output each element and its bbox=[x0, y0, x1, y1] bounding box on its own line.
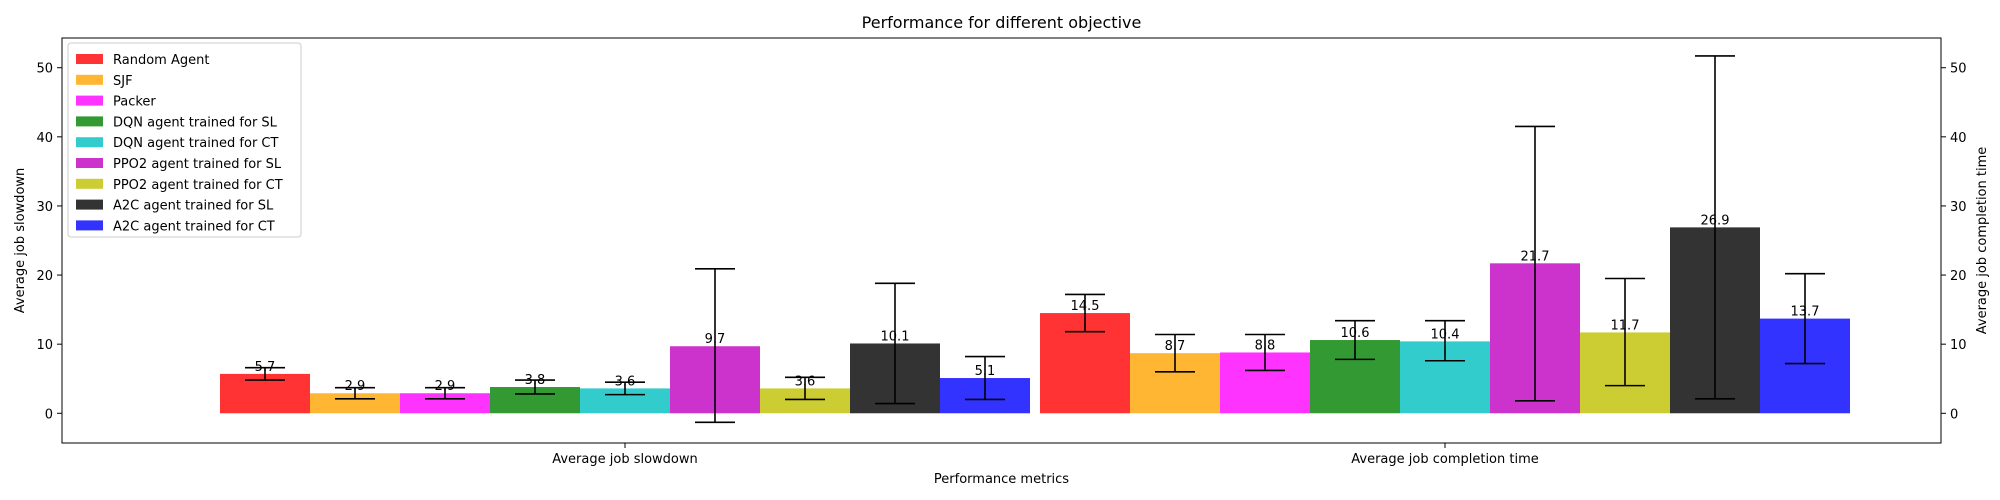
y-tick-label-left: 30 bbox=[36, 200, 53, 215]
y-tick-label-left: 20 bbox=[36, 269, 53, 284]
y-axis-label-left: Average job slowdown bbox=[13, 168, 28, 314]
value-label-a2c-agent-trained-for-ct-0: 5.1 bbox=[975, 364, 996, 379]
errorbars-layer bbox=[245, 55, 1825, 424]
legend-box bbox=[67, 42, 302, 238]
legend: Random Agent SJF Packer DQN agent trained f… bbox=[67, 42, 302, 238]
legend-label-ppo2-agent-trained-for-sl: PPO2 agent trained for SL bbox=[113, 157, 282, 172]
value-label-sjf-0: 2.9 bbox=[345, 379, 366, 394]
y-tick-label-left: 50 bbox=[36, 62, 53, 77]
value-label-random-agent-0: 5.7 bbox=[255, 360, 276, 375]
y-tick-label-right: 50 bbox=[1950, 62, 1967, 77]
x-axis-label: Performance metrics bbox=[934, 472, 1069, 487]
value-labels-layer: 5.7 14.5 2.9 8.7 2.9 8.8 3.8 10.6 3.6 10.4 9.7 21.7… bbox=[255, 213, 1820, 394]
value-label-a2c-agent-trained-for-sl-1: 26.9 bbox=[1701, 213, 1730, 228]
legend-label-random-agent: Random Agent bbox=[113, 53, 209, 68]
legend-label-ppo2-agent-trained-for-ct: PPO2 agent trained for CT bbox=[113, 178, 283, 193]
value-label-packer-0: 2.9 bbox=[435, 379, 456, 394]
y-axis-left: 0 10 20 30 40 50 bbox=[36, 62, 62, 422]
value-label-sjf-1: 8.7 bbox=[1165, 339, 1186, 354]
legend-label-packer: Packer bbox=[113, 95, 156, 110]
y-axis-right: 0 10 20 30 40 50 bbox=[1941, 62, 1967, 422]
y-tick-label-left: 10 bbox=[36, 338, 53, 353]
legend-swatch-dqn-agent-trained-for-ct bbox=[76, 137, 103, 148]
y-tick-label-left: 40 bbox=[36, 131, 53, 146]
y-tick-label-right: 30 bbox=[1950, 200, 1967, 215]
legend-swatch-sjf bbox=[76, 74, 103, 85]
legend-swatch-ppo2-agent-trained-for-ct bbox=[76, 178, 103, 189]
bar-packer-0 bbox=[400, 393, 490, 414]
x-axis: Average job slowdown Average job completi… bbox=[552, 443, 1539, 467]
y-tick-label-left: 0 bbox=[45, 407, 53, 422]
value-label-ppo2-agent-trained-for-sl-1: 21.7 bbox=[1521, 249, 1550, 264]
value-label-dqn-agent-trained-for-sl-1: 10.6 bbox=[1341, 326, 1370, 341]
value-label-random-agent-1: 14.5 bbox=[1071, 299, 1100, 314]
value-label-ppo2-agent-trained-for-ct-0: 3.6 bbox=[795, 374, 816, 389]
legend-swatch-ppo2-agent-trained-for-sl bbox=[76, 158, 103, 168]
legend-label-sjf: SJF bbox=[113, 74, 133, 89]
value-label-dqn-agent-trained-for-ct-0: 3.6 bbox=[615, 374, 636, 389]
y-tick-label-right: 0 bbox=[1950, 407, 1958, 422]
y-tick-label-right: 40 bbox=[1950, 131, 1967, 146]
y-tick-label-right: 20 bbox=[1950, 269, 1967, 284]
plot-frame bbox=[61, 37, 1942, 444]
chart-title: Performance for different objective bbox=[862, 13, 1142, 32]
legend-swatch-random-agent bbox=[76, 54, 103, 64]
value-label-a2c-agent-trained-for-sl-0: 10.1 bbox=[881, 329, 910, 344]
value-label-ppo2-agent-trained-for-ct-1: 11.7 bbox=[1611, 318, 1640, 333]
value-label-ppo2-agent-trained-for-sl-0: 9.7 bbox=[705, 332, 726, 347]
legend-label-a2c-agent-trained-for-ct: A2C agent trained for CT bbox=[113, 219, 275, 234]
x-tick-label: Average job slowdown bbox=[552, 452, 698, 467]
value-label-dqn-agent-trained-for-ct-1: 10.4 bbox=[1431, 327, 1460, 342]
legend-label-a2c-agent-trained-for-sl: A2C agent trained for SL bbox=[113, 199, 274, 214]
legend-swatch-dqn-agent-trained-for-sl bbox=[76, 116, 103, 127]
legend-swatch-a2c-agent-trained-for-sl bbox=[76, 199, 103, 210]
x-tick-label: Average job completion time bbox=[1351, 452, 1539, 467]
y-tick-label-right: 10 bbox=[1950, 338, 1967, 353]
bar-sjf-0 bbox=[310, 393, 400, 414]
value-label-packer-1: 8.8 bbox=[1255, 338, 1276, 353]
legend-label-dqn-agent-trained-for-ct: DQN agent trained for CT bbox=[113, 136, 279, 151]
legend-swatch-a2c-agent-trained-for-ct bbox=[76, 220, 103, 231]
value-label-a2c-agent-trained-for-ct-1: 13.7 bbox=[1791, 305, 1820, 320]
value-label-dqn-agent-trained-for-sl-0: 3.8 bbox=[525, 373, 546, 388]
legend-label-dqn-agent-trained-for-sl: DQN agent trained for SL bbox=[113, 115, 278, 130]
legend-swatch-packer bbox=[76, 95, 103, 106]
y-axis-label-right: Average job completion time bbox=[1975, 147, 1990, 335]
